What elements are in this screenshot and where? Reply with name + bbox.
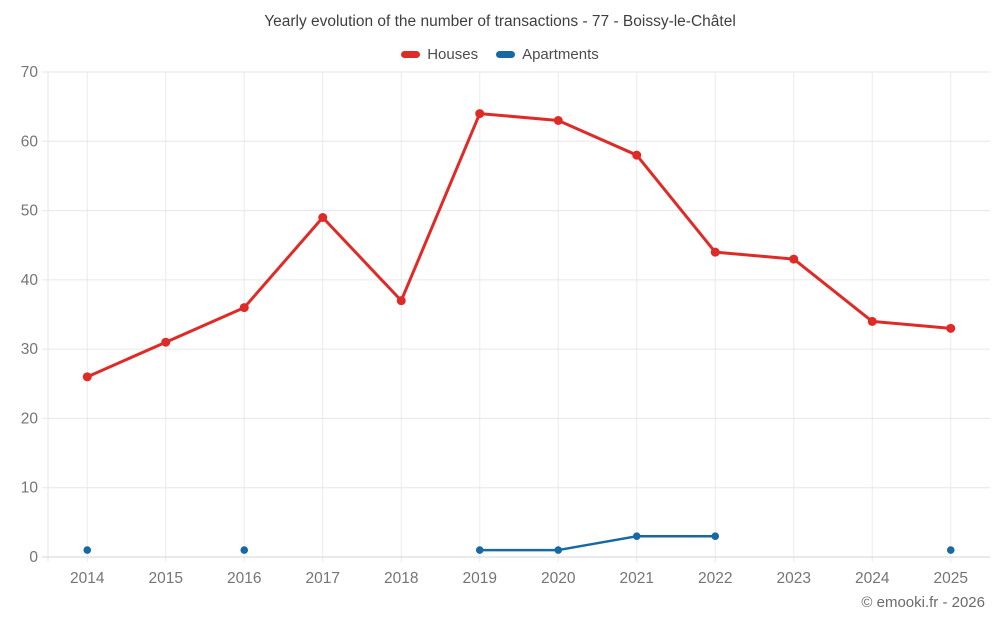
y-tick-label-70: 70 (21, 64, 39, 81)
data-point-houses-2023[interactable] (789, 254, 799, 264)
data-point-houses-2015[interactable] (161, 337, 171, 347)
legend-swatch-apartments (496, 51, 516, 58)
chart-title: Yearly evolution of the number of transa… (264, 13, 736, 30)
y-tick-label-60: 60 (21, 133, 39, 150)
data-point-apartments-2016[interactable] (240, 546, 249, 554)
y-tick-label-20: 20 (21, 410, 39, 427)
y-tick-label-40: 40 (21, 272, 39, 289)
data-point-houses-2021[interactable] (632, 150, 642, 160)
x-tick-label-2020: 2020 (541, 570, 576, 587)
data-point-houses-2019[interactable] (475, 109, 485, 119)
data-point-houses-2018[interactable] (396, 296, 406, 306)
x-tick-label-2018: 2018 (384, 570, 418, 587)
x-tick-label-2014: 2014 (70, 570, 105, 587)
legend-label-apartments: Apartments (522, 46, 599, 63)
x-tick-label-2016: 2016 (227, 570, 261, 587)
y-tick-label-10: 10 (21, 480, 39, 497)
series-line-apartments (478, 534, 717, 552)
y-tick-label-0: 0 (29, 549, 38, 566)
x-tick-label-2025: 2025 (934, 570, 968, 587)
data-point-apartments-2020[interactable] (554, 546, 563, 554)
series-line-houses (85, 112, 953, 379)
data-point-apartments-2022[interactable] (711, 532, 720, 541)
legend-label-houses: Houses (427, 46, 479, 63)
legend-item-houses[interactable]: Houses (401, 46, 478, 63)
x-tick-label-2019: 2019 (463, 570, 497, 587)
data-point-apartments-2019[interactable] (475, 546, 484, 554)
x-tick-label-2024: 2024 (855, 570, 890, 587)
data-point-apartments-2014[interactable] (83, 546, 92, 554)
x-tick-label-2021: 2021 (620, 570, 654, 587)
watermark: © emooki.fr - 2026 (861, 594, 985, 611)
legend-swatch-houses (401, 51, 421, 58)
data-point-houses-2016[interactable] (239, 303, 249, 313)
x-tick-label-2017: 2017 (306, 570, 340, 587)
data-point-houses-2017[interactable] (318, 213, 328, 222)
x-tick-label-2022: 2022 (698, 570, 732, 587)
y-tick-label-30: 30 (21, 341, 39, 358)
data-point-houses-2014[interactable] (82, 372, 92, 382)
data-point-houses-2024[interactable] (867, 316, 877, 326)
chart-legend: Houses Apartments (0, 46, 1000, 63)
data-point-houses-2025[interactable] (946, 323, 956, 333)
x-tick-label-2015: 2015 (149, 570, 183, 587)
data-point-houses-2020[interactable] (553, 116, 563, 125)
data-point-houses-2022[interactable] (710, 247, 720, 257)
x-tick-label-2023: 2023 (777, 570, 811, 587)
legend-item-apartments[interactable]: Apartments (496, 46, 599, 63)
data-point-apartments-2025[interactable] (946, 546, 955, 554)
y-tick-label-50: 50 (21, 203, 39, 220)
data-point-apartments-2021[interactable] (632, 532, 641, 541)
